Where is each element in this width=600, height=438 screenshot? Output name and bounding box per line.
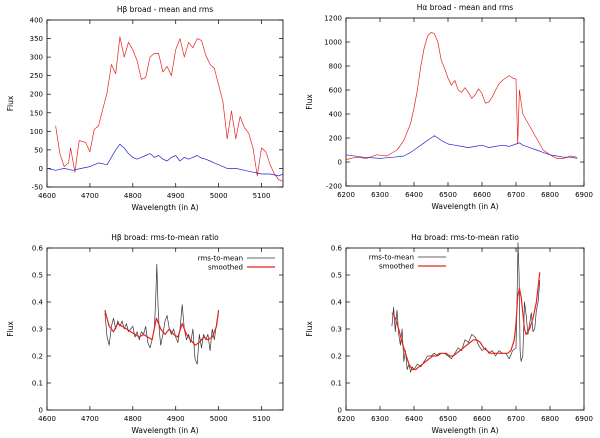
chart2: 6200 6300 6400 6500 6600 6700 6800 6900 -200 0 200… (305, 3, 593, 211)
chart4-xtick-label: 6900 (575, 415, 593, 423)
chart3-xtick-label: 5100 (253, 415, 271, 423)
chart4-xtick-label: 6200 (337, 415, 355, 423)
chart4-ytick-label: 0.2 (331, 353, 342, 361)
chart1-xtick-label: 4800 (124, 192, 142, 200)
chart2-plot-frame (345, 17, 585, 187)
chart4-ytick-label: 0.1 (331, 380, 342, 388)
chart3-plot-frame (46, 247, 284, 411)
chart2-xtick-label: 6400 (405, 191, 423, 199)
chart3-xtick-label: 5000 (210, 415, 228, 423)
chart2-xtick-label: 6600 (473, 191, 491, 199)
chart2-xtick-label: 6800 (541, 191, 559, 199)
chart4-xtick-label: 6500 (439, 415, 457, 423)
chart1: 4600 4700 4800 4900 5000 5100 -50 0 50 100 150 200 2… (6, 5, 284, 212)
chart1-xtick-label: 4600 (38, 192, 56, 200)
chart4-xtick-label: 6400 (405, 415, 423, 423)
chart1-ytick-label: 200 (30, 91, 43, 99)
chart1-ytick-label: 50 (34, 146, 43, 154)
chart3-title: Hβ broad: rms-to-mean ratio (111, 233, 219, 242)
chart4-xtick-label: 6700 (507, 415, 525, 423)
chart2-title: Hα broad - mean and rms (417, 3, 513, 12)
chart1-ytick-label: 100 (30, 128, 43, 136)
chart2-xtick-label: 6700 (507, 191, 525, 199)
chart1-ytick-label: 150 (30, 109, 43, 117)
chart2-ytick-label: 400 (329, 111, 342, 119)
chart2-series-line1 (345, 32, 578, 160)
chart3-series-smoothed (104, 309, 220, 346)
chart4: 6200 6300 6400 6500 6600 6700 6800 6900 0 0.1 0.2 0… (305, 233, 593, 435)
chart1-series-line2 (46, 143, 284, 177)
chart4-ylabel: Flux (305, 321, 314, 337)
chart2-ylabel: Flux (305, 94, 314, 110)
chart3-xtick-label: 4800 (124, 415, 142, 423)
chart3-ytick-label: 0.6 (32, 245, 44, 253)
chart3-ytick-label: 0.4 (32, 299, 44, 307)
chart2-ytick-label: 600 (329, 87, 342, 95)
chart3-xtick-label: 4700 (81, 415, 99, 423)
chart3-series-rms-to-mean (104, 263, 219, 365)
chart2-ytick-label: 1200 (324, 15, 342, 23)
chart4-title: Hα broad: rms-to-mean ratio (411, 233, 519, 242)
chart3-legend-label: rms-to-mean (198, 255, 243, 263)
chart1-title: Hβ broad - mean and rms (117, 5, 213, 14)
chart3-xtick-label: 4900 (167, 415, 185, 423)
chart3: 4600 4700 4800 4900 5000 5100 0 0.1 0.2 0.3 0.4 0.5… (6, 233, 284, 435)
chart1-ytick-label: 350 (30, 35, 43, 43)
chart4-ytick-label: 0.4 (331, 299, 343, 307)
chart2-ytick-label: -200 (326, 183, 342, 191)
chart2-ytick-label: 200 (329, 135, 342, 143)
chart3-xlabel: Wavelength (in A) (131, 426, 198, 435)
chart1-plot-frame (46, 19, 284, 188)
chart4-series-rms-to-mean (391, 242, 541, 373)
chart4-ytick-label: 0.5 (331, 272, 342, 280)
chart4-ytick-label: 0 (338, 407, 342, 415)
chart1-xtick-label: 5000 (210, 192, 228, 200)
chart3-ytick-label: 0.1 (32, 380, 43, 388)
chart1-ytick-label: 250 (30, 72, 43, 80)
chart2-xtick-label: 6900 (575, 191, 593, 199)
chart3-ytick-label: 0.5 (32, 272, 43, 280)
chart1-xlabel: Wavelength (in A) (131, 203, 198, 212)
chart3-ytick-label: 0 (39, 407, 43, 415)
chart2-ytick-label: 800 (329, 63, 342, 71)
chart2-xtick-label: 6300 (371, 191, 389, 199)
chart3-ylabel: Flux (6, 321, 15, 337)
chart2-series-line2 (345, 135, 578, 159)
chart2-xtick-label: 6200 (337, 191, 355, 199)
chart4-xtick-label: 6800 (541, 415, 559, 423)
chart4-ytick-label: 0.6 (331, 245, 343, 253)
chart4-xlabel: Wavelength (in A) (431, 426, 498, 435)
chart1-ytick-label: -50 (32, 184, 43, 192)
chart1-ytick-label: 400 (30, 17, 43, 25)
chart4-xtick-label: 6300 (371, 415, 389, 423)
chart3-ytick-label: 0.3 (32, 326, 43, 334)
chart2-ytick-label: 1000 (324, 39, 342, 47)
chart1-ytick-label: 0 (39, 165, 43, 173)
chart2-xtick-label: 6500 (439, 191, 457, 199)
chart4-legend-label: smoothed (379, 263, 414, 271)
chart1-series-line1 (55, 36, 284, 182)
chart4-series-smoothed (391, 272, 541, 371)
chart2-ytick-label: 0 (338, 159, 342, 167)
chart4-legend-label: rms-to-mean (369, 254, 414, 262)
chart2-xlabel: Wavelength (in A) (431, 202, 498, 211)
chart3-xtick-label: 4600 (38, 415, 56, 423)
chart3-ytick-label: 0.2 (32, 353, 43, 361)
chart1-xtick-label: 5100 (253, 192, 271, 200)
chart4-plot-frame (345, 247, 585, 411)
chart1-ylabel: Flux (6, 95, 15, 111)
chart3-legend-label: smoothed (208, 264, 243, 272)
chart4-ytick-label: 0.3 (331, 326, 342, 334)
chart4-xtick-label: 6600 (473, 415, 491, 423)
chart1-ytick-label: 300 (30, 54, 43, 62)
chart1-xtick-label: 4700 (81, 192, 99, 200)
chart1-xtick-label: 4900 (167, 192, 185, 200)
